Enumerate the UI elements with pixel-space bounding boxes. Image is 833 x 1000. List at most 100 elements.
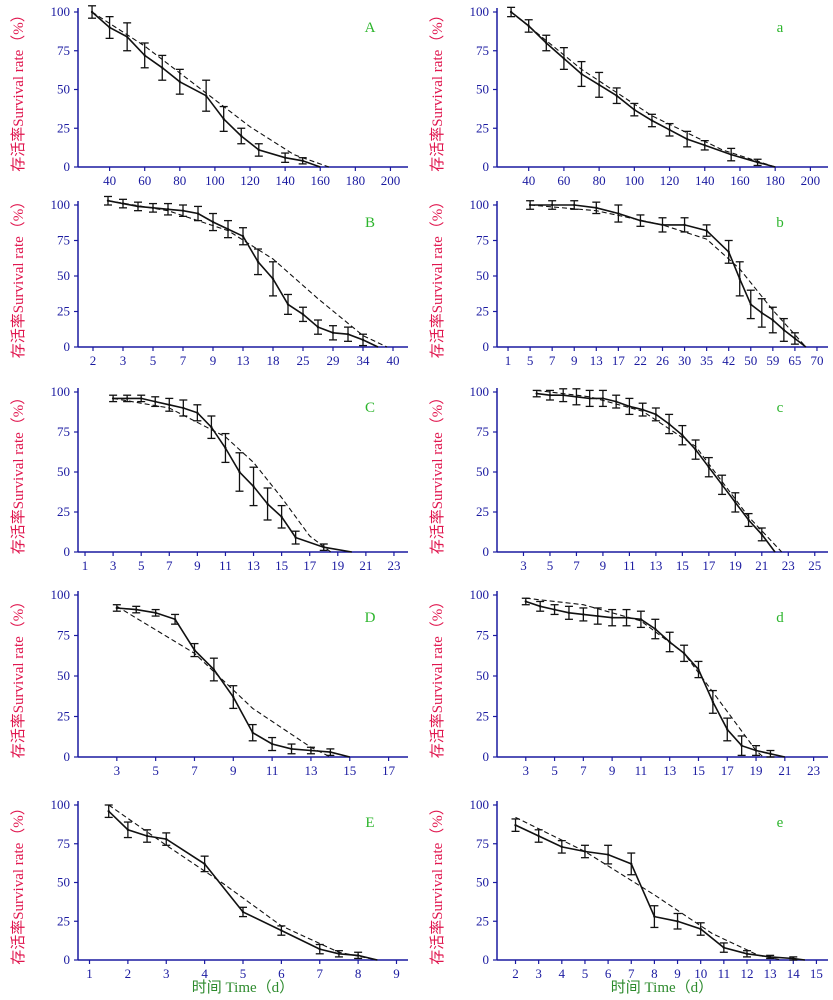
x-tick-label: 9 [600,558,607,573]
data-point [181,209,185,212]
panel-label: c [777,400,784,416]
error-bar [175,68,184,95]
x-tick-label: 3 [535,966,542,981]
data-point [145,834,149,838]
data-point [301,159,304,162]
x-tick-label: 6 [605,966,612,981]
error-bar [625,397,634,416]
data-point [538,605,542,608]
error-bar [704,456,713,478]
data-point [747,518,750,522]
error-bar [269,261,277,297]
x-tick-label: 21 [778,763,791,778]
error-bar [140,42,149,69]
y-tick-label: 75 [476,628,489,643]
data-point [745,952,749,955]
error-bar [696,922,705,936]
x-tick-label: 1 [82,558,89,573]
data-point [726,728,729,731]
error-bar [723,717,732,742]
y-axis-label: 存活率Survival rate（%） [10,800,27,965]
y-tick-label: 0 [64,339,71,354]
error-bar [179,399,188,417]
data-point [331,331,335,334]
panel-E: 0 25 50 75 100 1 2 3 4 5 6 7 8 9 存活率Survival rate（%） E [10,797,408,981]
error-bar [137,394,146,403]
data-point [705,229,708,232]
error-bar [580,844,589,859]
error-bar [149,202,157,213]
data-point [633,108,636,111]
data-point [601,397,605,400]
error-bar [306,746,315,755]
y-tick-label: 100 [51,4,71,19]
y-tick-label: 25 [57,709,70,724]
data-point [318,947,321,951]
y-tick-label: 100 [51,587,71,602]
y-tick-label: 25 [476,120,489,135]
y-tick-label: 100 [470,384,490,399]
panel-A: 0 25 50 75 100 40 60 80 100 120 140 160 180 200 存活率Sur… [10,4,408,188]
data-point [668,128,671,131]
error-bar [287,743,296,755]
y-axis-label: 存活率Survival rate（%） [429,194,446,359]
fitted-curve [108,804,378,961]
x-tick-label: 21 [359,558,372,573]
data-point [161,66,164,70]
data-point [588,397,591,400]
x-tick-label: 4 [201,966,208,981]
error-bar [104,804,113,819]
fitted-curve [530,204,807,348]
y-tick-label: 75 [57,836,70,851]
panel-d: 0 25 50 75 100 3 5 7 9 11 13 15 17 19 21 23 存活率Survival … [429,587,828,778]
data-point [178,80,182,83]
error-bar [132,605,141,614]
data-point [668,640,671,644]
error-bar [627,852,636,876]
error-bar [329,325,337,341]
y-axis-label: 存活率Survival rate（%） [10,194,27,359]
x-tick-label: 30 [678,353,691,368]
error-bar [284,293,292,315]
panel-label: D [365,610,376,626]
data-point [707,466,711,469]
data-point [182,406,185,410]
data-point [595,206,598,210]
error-bar [319,543,328,552]
y-tick-label: 75 [476,43,489,58]
data-point [560,845,564,849]
x-tick-label: 13 [237,353,250,368]
data-point [697,668,700,671]
error-bar [526,200,535,210]
x-tick-label: 80 [173,173,186,188]
error-bar [647,113,656,128]
data-point [322,546,325,549]
error-bar [731,492,740,513]
error-bar [753,158,762,167]
data-point [107,810,110,813]
data-point [583,850,587,853]
error-bar [665,122,674,137]
x-tick-label: 15 [275,558,288,573]
data-point [527,24,530,28]
data-point [309,749,313,752]
y-tick-label: 75 [57,233,70,248]
error-bar [534,829,543,843]
data-point [115,606,119,610]
data-point [639,219,642,222]
data-point [166,208,170,211]
error-bar [281,152,290,164]
x-tick-label: 6 [278,966,285,981]
panel-label: d [776,610,784,626]
data-point [650,119,654,122]
data-point [548,394,552,397]
y-tick-label: 0 [483,544,490,559]
error-bar [593,607,602,625]
error-bar [570,200,579,210]
data-point [756,161,759,164]
x-tick-label: 34 [357,353,371,368]
data-point [630,862,633,866]
fitted-curve [107,200,388,348]
data-point [545,41,548,45]
y-tick-label: 50 [57,464,70,479]
